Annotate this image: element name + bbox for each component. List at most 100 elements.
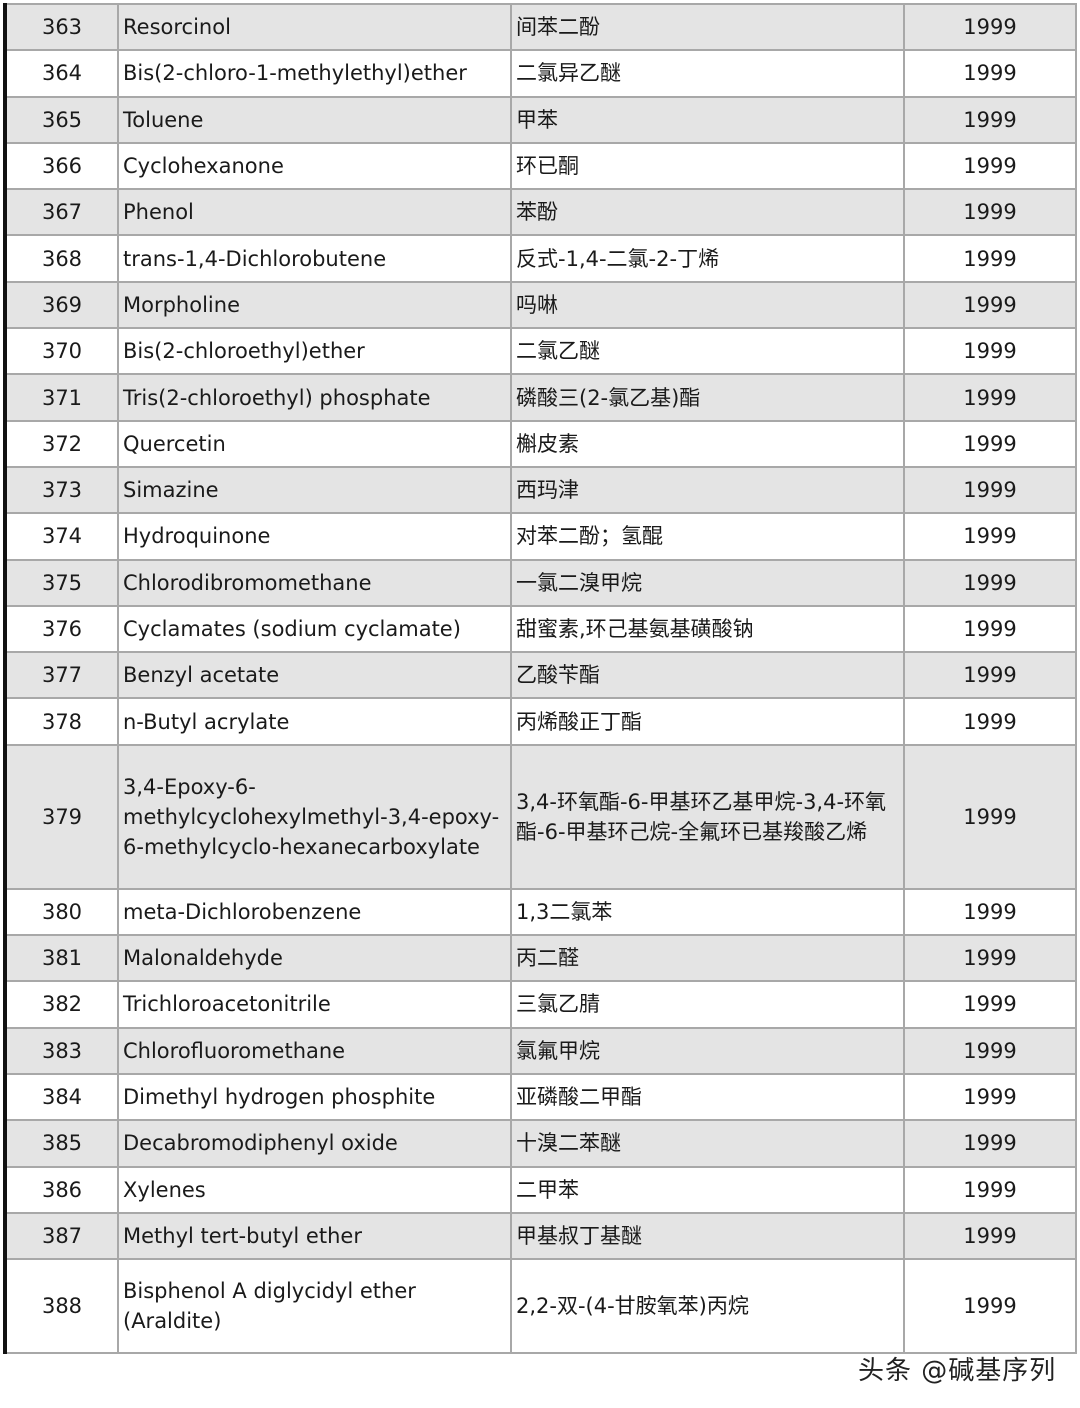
table-row: 366 Cyclohexanone 环已酮 1999 (4, 141, 1077, 191)
row-number-cell: 387 (4, 1211, 119, 1261)
chinese-name-cell: 乙酸苄酯 (510, 651, 905, 700)
table-row: 388 Bisphenol A diglycidyl ether (Araldit… (4, 1258, 1077, 1355)
english-name-cell: Dimethyl hydrogen phosphite (117, 1072, 512, 1122)
year-cell: 1999 (903, 512, 1077, 561)
table-row: 380 meta-Dichlorobenzene 1,3二氯苯 1999 (4, 887, 1077, 937)
chinese-name-cell: 西玛津 (510, 465, 905, 515)
chinese-name-cell: 环已酮 (510, 141, 905, 191)
english-name-cell: Bisphenol A diglycidyl ether (Araldite) (117, 1258, 512, 1355)
english-name-cell: Resorcinol (117, 2, 512, 52)
year-cell: 1999 (903, 651, 1077, 700)
english-name-cell: Tris(2-chloroethyl) phosphate (117, 373, 512, 422)
table-row: 365 Toluene 甲苯 1999 (4, 95, 1077, 144)
chinese-name-cell: 间苯二酚 (510, 2, 905, 52)
chinese-name-cell: 氯氟甲烷 (510, 1026, 905, 1075)
table-row: 379 3,4-Epoxy-6-methylcyclohexylmethyl-3,… (4, 743, 1077, 890)
chinese-name-cell: 二氯乙醚 (510, 327, 905, 376)
year-cell: 1999 (903, 1165, 1077, 1214)
row-number-cell: 379 (4, 743, 119, 890)
table-row: 374 Hydroquinone 对苯二酚；氢醌 1999 (4, 512, 1077, 561)
year-cell: 1999 (903, 373, 1077, 422)
year-cell: 1999 (903, 280, 1077, 330)
chinese-name-cell: 吗啉 (510, 280, 905, 330)
year-cell: 1999 (903, 95, 1077, 144)
english-name-cell: Bis(2-chloroethyl)ether (117, 327, 512, 376)
row-number-cell: 363 (4, 2, 119, 52)
row-number-cell: 382 (4, 980, 119, 1029)
row-number-cell: 364 (4, 49, 119, 98)
table-row: 372 Quercetin 槲皮素 1999 (4, 419, 1077, 468)
chinese-name-cell: 磷酸三(2-氯乙基)酯 (510, 373, 905, 422)
row-number-cell: 369 (4, 280, 119, 330)
english-name-cell: Phenol (117, 188, 512, 237)
english-name-cell: trans-1,4-Dichlorobutene (117, 234, 512, 283)
year-cell: 1999 (903, 604, 1077, 654)
year-cell: 1999 (903, 697, 1077, 746)
english-name-cell: Quercetin (117, 419, 512, 468)
year-cell: 1999 (903, 141, 1077, 191)
english-name-cell: Cyclamates (sodium cyclamate) (117, 604, 512, 654)
year-cell: 1999 (903, 49, 1077, 98)
chinese-name-cell: 丙烯酸正丁酯 (510, 697, 905, 746)
chinese-name-cell: 2,2-双-(4-甘胺氧苯)丙烷 (510, 1258, 905, 1355)
chinese-name-cell: 1,3二氯苯 (510, 887, 905, 937)
chinese-name-cell: 甲基叔丁基醚 (510, 1211, 905, 1261)
chinese-name-cell: 槲皮素 (510, 419, 905, 468)
year-cell: 1999 (903, 1119, 1077, 1168)
table-row: 378 n-Butyl acrylate 丙烯酸正丁酯 1999 (4, 697, 1077, 746)
year-cell: 1999 (903, 188, 1077, 237)
row-number-cell: 385 (4, 1119, 119, 1168)
year-cell: 1999 (903, 1072, 1077, 1122)
row-number-cell: 366 (4, 141, 119, 191)
year-cell: 1999 (903, 234, 1077, 283)
table-row: 364 Bis(2-chloro-1-methylethyl)ether 二氯异乙醚… (4, 49, 1077, 98)
english-name-cell: Methyl tert-butyl ether (117, 1211, 512, 1261)
table-row: 383 Chlorofluoromethane 氯氟甲烷 1999 (4, 1026, 1077, 1075)
chinese-name-cell: 二氯异乙醚 (510, 49, 905, 98)
table-row: 375 Chlorodibromomethane 一氯二溴甲烷 1999 (4, 558, 1077, 607)
chinese-name-cell: 对苯二酚；氢醌 (510, 512, 905, 561)
row-number-cell: 376 (4, 604, 119, 654)
table-row: 367 Phenol 苯酚 1999 (4, 188, 1077, 237)
english-name-cell: meta-Dichlorobenzene (117, 887, 512, 937)
year-cell: 1999 (903, 980, 1077, 1029)
row-number-cell: 375 (4, 558, 119, 607)
table-row: 376 Cyclamates (sodium cyclamate) 甜蜜素,环己基氨… (4, 604, 1077, 654)
year-cell: 1999 (903, 934, 1077, 983)
chinese-name-cell: 一氯二溴甲烷 (510, 558, 905, 607)
english-name-cell: Trichloroacetonitrile (117, 980, 512, 1029)
row-number-cell: 386 (4, 1165, 119, 1214)
table-row: 371 Tris(2-chloroethyl) phosphate 磷酸三(2-氯乙… (4, 373, 1077, 422)
row-number-cell: 371 (4, 373, 119, 422)
chemical-table: 363 Resorcinol 间苯二酚 1999 364 Bis(2-chloro-1-m… (3, 2, 1077, 1355)
english-name-cell: Toluene (117, 95, 512, 144)
year-cell: 1999 (903, 327, 1077, 376)
row-number-cell: 370 (4, 327, 119, 376)
year-cell: 1999 (903, 1258, 1077, 1355)
table-row: 382 Trichloroacetonitrile 三氯乙腈 1999 (4, 980, 1077, 1029)
english-name-cell: Hydroquinone (117, 512, 512, 561)
table-row: 385 Decabromodiphenyl oxide 十溴二苯醚 1999 (4, 1119, 1077, 1168)
watermark: 头条 @碱基序列 (858, 1356, 1057, 1386)
table-row: 369 Morpholine 吗啉 1999 (4, 280, 1077, 330)
table-row: 363 Resorcinol 间苯二酚 1999 (4, 2, 1077, 52)
row-number-cell: 367 (4, 188, 119, 237)
english-name-cell: Cyclohexanone (117, 141, 512, 191)
chinese-name-cell: 甲苯 (510, 95, 905, 144)
row-number-cell: 377 (4, 651, 119, 700)
english-name-cell: Bis(2-chloro-1-methylethyl)ether (117, 49, 512, 98)
english-name-cell: Xylenes (117, 1165, 512, 1214)
chinese-name-cell: 3,4-环氧酯-6-甲基环乙基甲烷-3,4-环氧酯-6-甲基环己烷-全氟环已基羧… (510, 743, 905, 890)
table-row: 384 Dimethyl hydrogen phosphite 亚磷酸二甲酯 1999 (4, 1072, 1077, 1122)
table-row: 381 Malonaldehyde 丙二醛 1999 (4, 934, 1077, 983)
table-row: 386 Xylenes 二甲苯 1999 (4, 1165, 1077, 1214)
chinese-name-cell: 十溴二苯醚 (510, 1119, 905, 1168)
english-name-cell: Decabromodiphenyl oxide (117, 1119, 512, 1168)
row-number-cell: 372 (4, 419, 119, 468)
table-row: 377 Benzyl acetate 乙酸苄酯 1999 (4, 651, 1077, 700)
english-name-cell: Simazine (117, 465, 512, 515)
row-number-cell: 383 (4, 1026, 119, 1075)
year-cell: 1999 (903, 1211, 1077, 1261)
year-cell: 1999 (903, 743, 1077, 890)
chinese-name-cell: 甜蜜素,环己基氨基磺酸钠 (510, 604, 905, 654)
